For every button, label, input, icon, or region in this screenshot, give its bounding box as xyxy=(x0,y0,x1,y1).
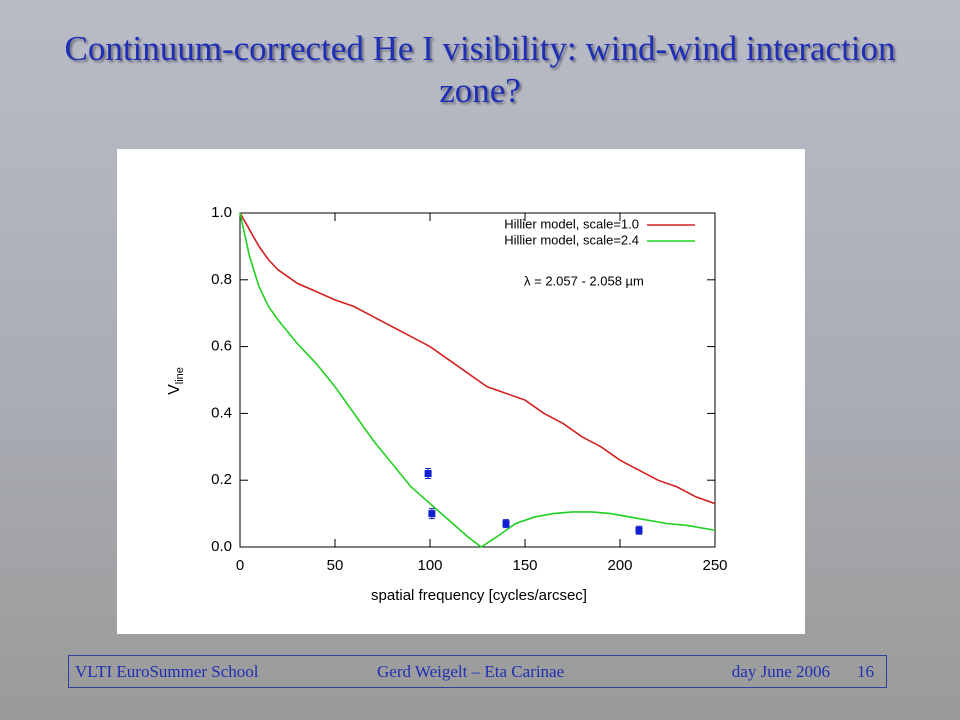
slide-title: Continuum-corrected He I visibility: win… xyxy=(64,29,896,110)
data-point xyxy=(424,470,432,478)
footer-left: VLTI EuroSummer School xyxy=(75,662,259,681)
y-tick-label: 0.4 xyxy=(211,404,232,421)
plot-frame xyxy=(239,212,716,548)
footer-right: day June 2006 xyxy=(731,662,830,681)
data-point xyxy=(635,526,643,534)
x-tick-label: 50 xyxy=(327,557,344,574)
y-tick-label: 1.0 xyxy=(211,204,232,221)
x-tick-label: 100 xyxy=(417,557,442,574)
y-tick-label: 0.8 xyxy=(211,271,232,288)
legend-label: Hillier model, scale=2.4 xyxy=(504,232,639,247)
y-tick-label: 0.6 xyxy=(211,338,232,355)
series-line xyxy=(239,212,716,548)
chart-background xyxy=(117,149,805,634)
y-label-main: V xyxy=(166,384,183,395)
footer: VLTI EuroSummer School Gerd Weigelt – Et… xyxy=(68,655,887,688)
data-point xyxy=(502,520,510,528)
y-label-sub: line xyxy=(174,367,186,384)
y-tick-label: 0.0 xyxy=(211,538,232,555)
legend-label: Hillier model, scale=1.0 xyxy=(504,216,639,231)
data-point xyxy=(428,510,436,518)
y-tick-label: 0.2 xyxy=(211,471,232,488)
page-number: 16 xyxy=(857,662,874,681)
y-axis-label: Vline xyxy=(166,367,186,395)
annotation: λ = 2.057 - 2.058 µm xyxy=(524,273,644,288)
x-tick-label: 200 xyxy=(607,557,632,574)
x-axis-label: spatial frequency [cycles/arcsec] xyxy=(371,587,587,604)
series-line xyxy=(239,212,716,505)
x-tick-label: 0 xyxy=(236,557,244,574)
footer-center: Gerd Weigelt – Eta Carinae xyxy=(377,662,565,681)
x-tick-label: 150 xyxy=(512,557,537,574)
chart: spatial frequency [cycles/arcsec] Vline … xyxy=(117,149,805,634)
x-tick-label: 250 xyxy=(702,557,727,574)
